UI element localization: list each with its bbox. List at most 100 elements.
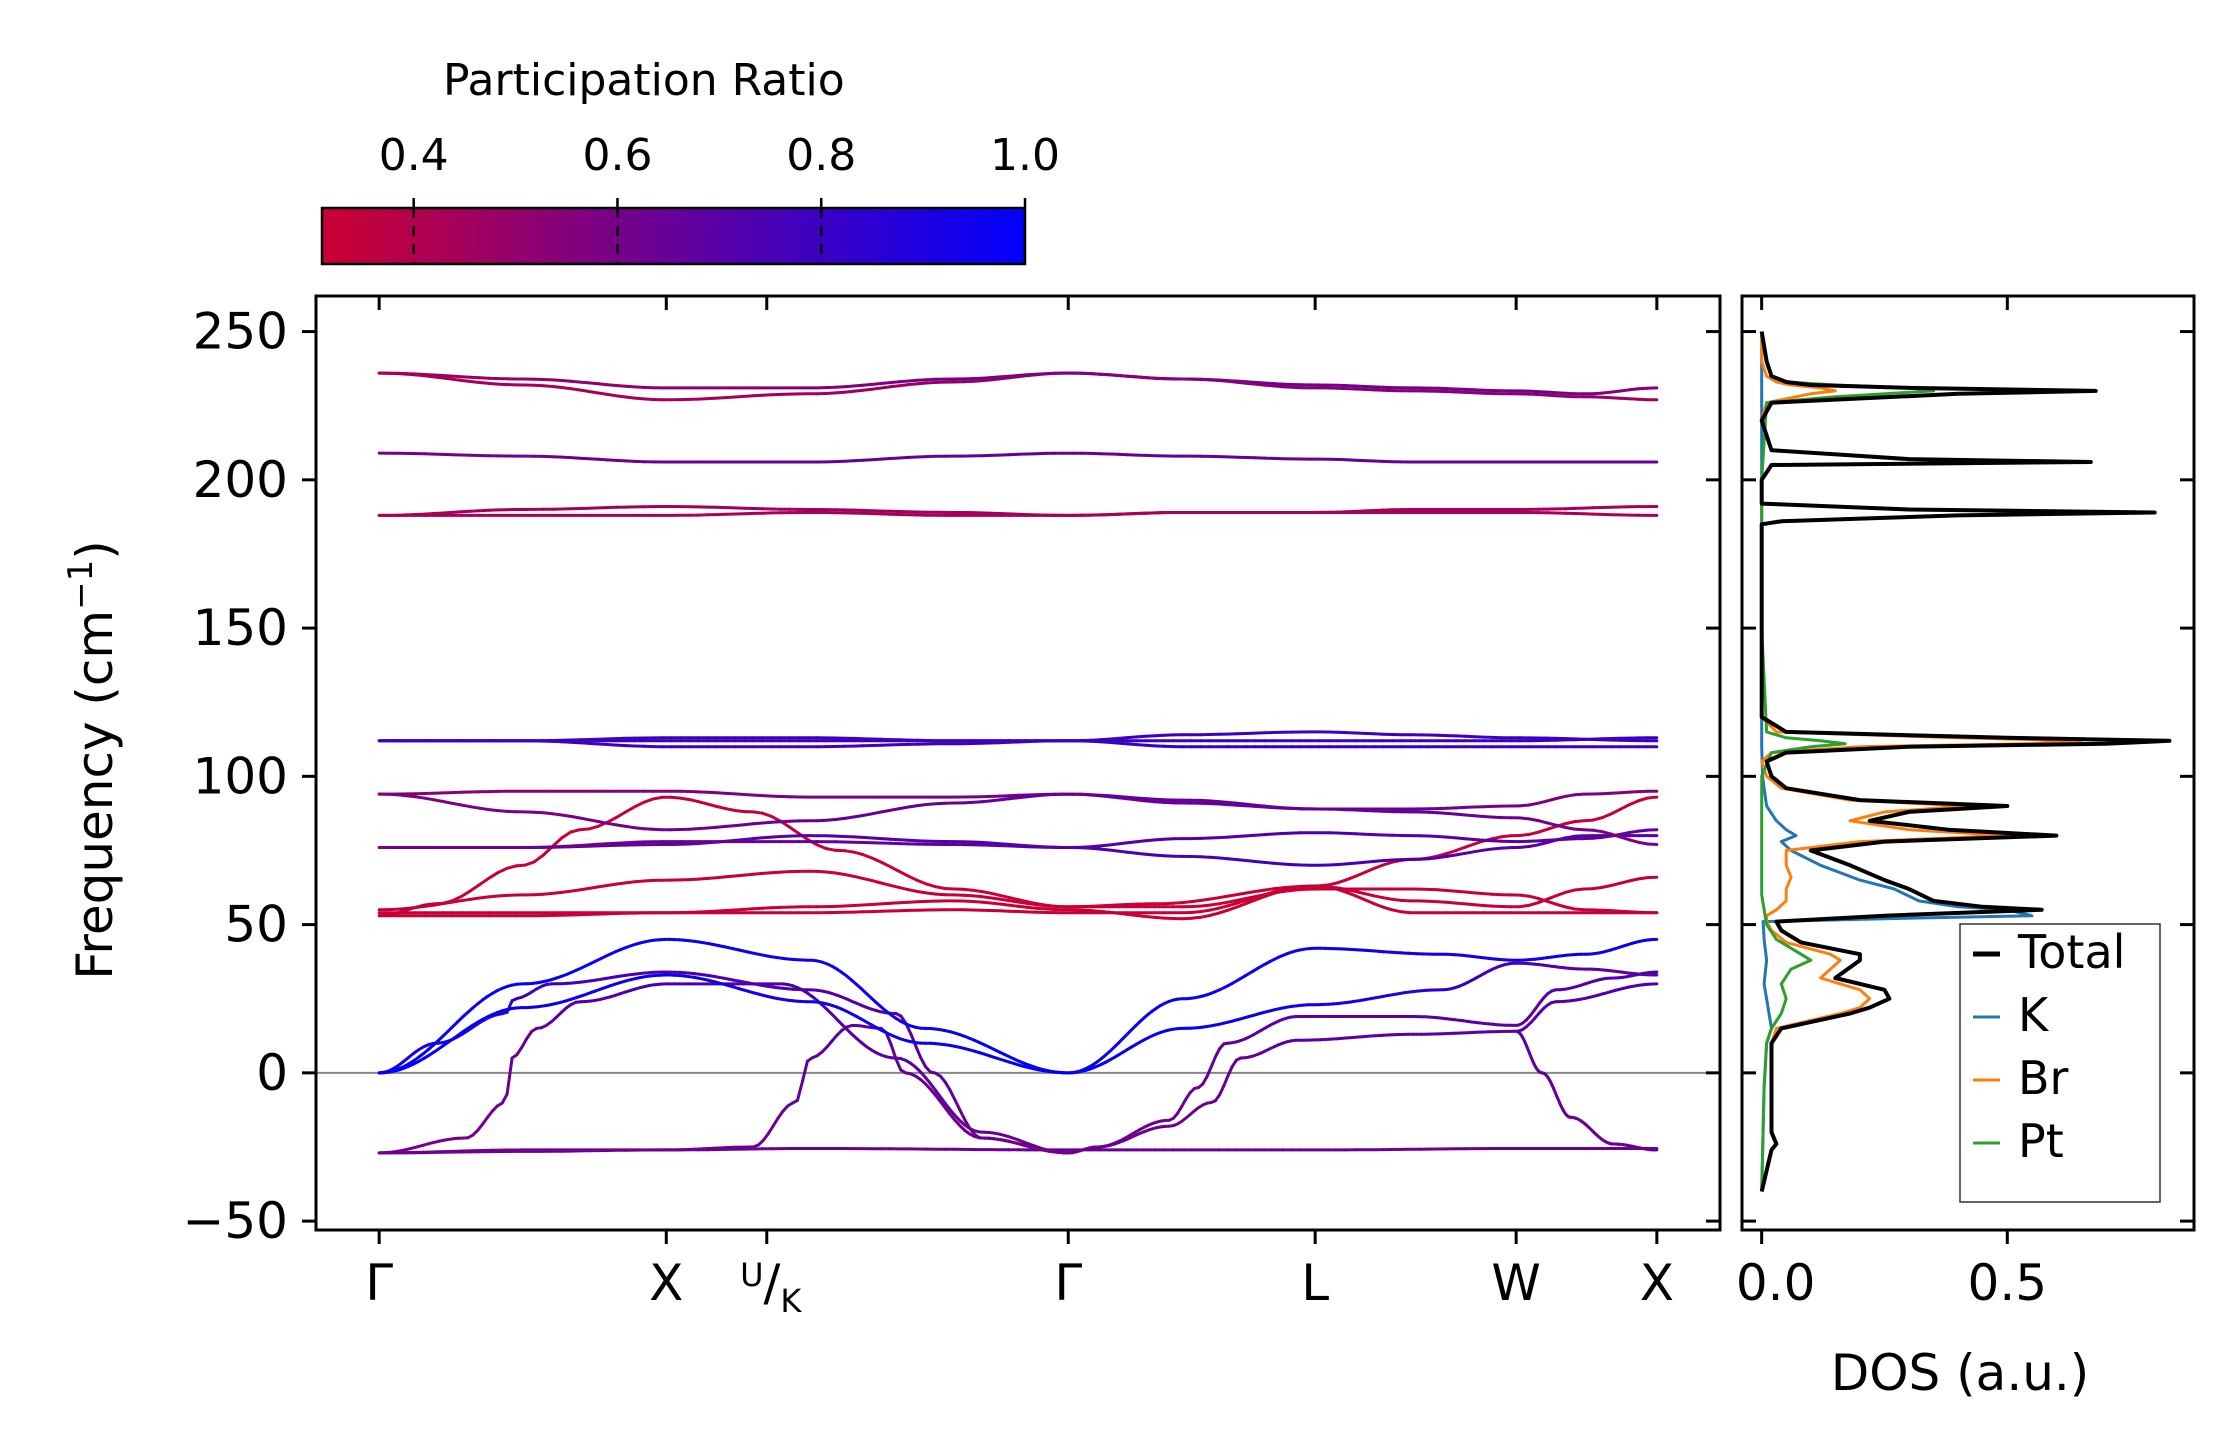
band-segment <box>925 380 938 385</box>
band-segment <box>1564 905 1577 911</box>
band-segment <box>751 871 764 876</box>
band-segment <box>395 372 408 376</box>
band-segment <box>624 805 637 814</box>
band-segment <box>1222 1074 1230 1088</box>
band-segment <box>1454 901 1467 906</box>
band-segment <box>414 904 427 909</box>
band-segment <box>1436 888 1449 892</box>
band-segment <box>487 894 500 899</box>
band-segment <box>733 823 746 828</box>
band-segment <box>1007 899 1020 904</box>
band-segment <box>633 826 646 831</box>
phonon-band <box>1514 1029 1659 1152</box>
band-segment <box>605 743 618 747</box>
band-segment <box>587 824 600 831</box>
band-segment <box>1536 799 1549 805</box>
band-segment <box>715 824 728 829</box>
band-segment <box>761 835 774 840</box>
colorbar: 0.4 0.6 0.8 1.0 Participation Ratio <box>320 55 1060 266</box>
band-segment <box>1564 793 1577 798</box>
band-segment <box>879 385 892 390</box>
band-segment <box>770 835 783 839</box>
legend-label: Br <box>2018 1051 2069 1105</box>
band-segment <box>815 869 828 874</box>
band-segment <box>1262 832 1275 837</box>
band-segment <box>824 818 837 822</box>
band-segment <box>1281 385 1294 389</box>
band-segment <box>1144 734 1157 738</box>
band-segment <box>1135 734 1148 739</box>
band-segment <box>980 376 993 380</box>
band-segment <box>980 840 993 845</box>
band-segment <box>496 893 509 898</box>
band-segment <box>1007 796 1020 801</box>
band-segment <box>560 830 573 840</box>
band-segment <box>1043 792 1056 797</box>
band-segment <box>870 382 883 386</box>
band-segment <box>1253 380 1266 385</box>
band-segment <box>423 903 436 908</box>
band-segment <box>1253 888 1266 893</box>
band-segment <box>1618 790 1631 795</box>
band-segment <box>925 377 938 382</box>
band-segment <box>1472 838 1485 842</box>
band-segment <box>1472 848 1485 854</box>
band-segment <box>569 740 582 745</box>
band-segment <box>560 889 573 894</box>
band-segment <box>633 879 646 884</box>
band-segment <box>1381 858 1394 863</box>
y-tick-label: 250 <box>193 303 288 361</box>
band-segment <box>569 814 582 820</box>
band-segment <box>1153 915 1166 920</box>
band-segment <box>1253 382 1266 387</box>
band-segment <box>1454 836 1467 841</box>
band-segment <box>587 885 600 890</box>
band-segment <box>1609 832 1622 839</box>
band-segment <box>697 800 710 806</box>
band-segment <box>1116 374 1129 378</box>
band-segment <box>751 810 764 815</box>
band-segment <box>861 903 874 907</box>
band-segment <box>1463 813 1476 818</box>
band-segment <box>1554 902 1568 909</box>
band-segment <box>1436 900 1449 904</box>
band-segment <box>1135 914 1148 918</box>
band-segment <box>1226 898 1239 904</box>
band-segment <box>1591 885 1604 891</box>
band-segment <box>633 800 646 809</box>
band-segment <box>1335 886 1348 891</box>
band-segment <box>1628 790 1641 794</box>
dos-curve-total <box>1759 331 2172 1192</box>
band-segment <box>861 812 874 817</box>
band-segment <box>532 892 545 897</box>
band-segment <box>1126 795 1139 800</box>
band-segment <box>751 906 764 911</box>
band-segment <box>852 458 865 463</box>
band-segment <box>520 1037 529 1049</box>
band-segment <box>751 793 764 798</box>
band-segment <box>423 796 436 802</box>
band-segment <box>1171 901 1184 905</box>
band-segment <box>1600 812 1613 820</box>
band-segment <box>1217 379 1230 383</box>
band-segment <box>715 805 728 811</box>
band-segment <box>834 385 847 389</box>
band-segment <box>1536 827 1549 834</box>
band-segment <box>1107 373 1120 377</box>
band-segment <box>1116 841 1129 846</box>
band-segment <box>432 798 445 803</box>
band-segment <box>450 510 463 514</box>
band-segment <box>1545 821 1558 827</box>
band-segment <box>1609 389 1622 394</box>
band-segment <box>1536 897 1549 905</box>
band-segment <box>1217 802 1230 807</box>
colorbar-tick-label: 0.6 <box>582 130 652 181</box>
band-segment <box>587 818 600 823</box>
band-segment <box>925 882 938 889</box>
band-segment <box>1518 832 1531 837</box>
band-segment <box>1089 846 1102 851</box>
band-segment <box>578 380 591 385</box>
band-segment <box>578 843 591 847</box>
band-segment <box>532 853 545 864</box>
